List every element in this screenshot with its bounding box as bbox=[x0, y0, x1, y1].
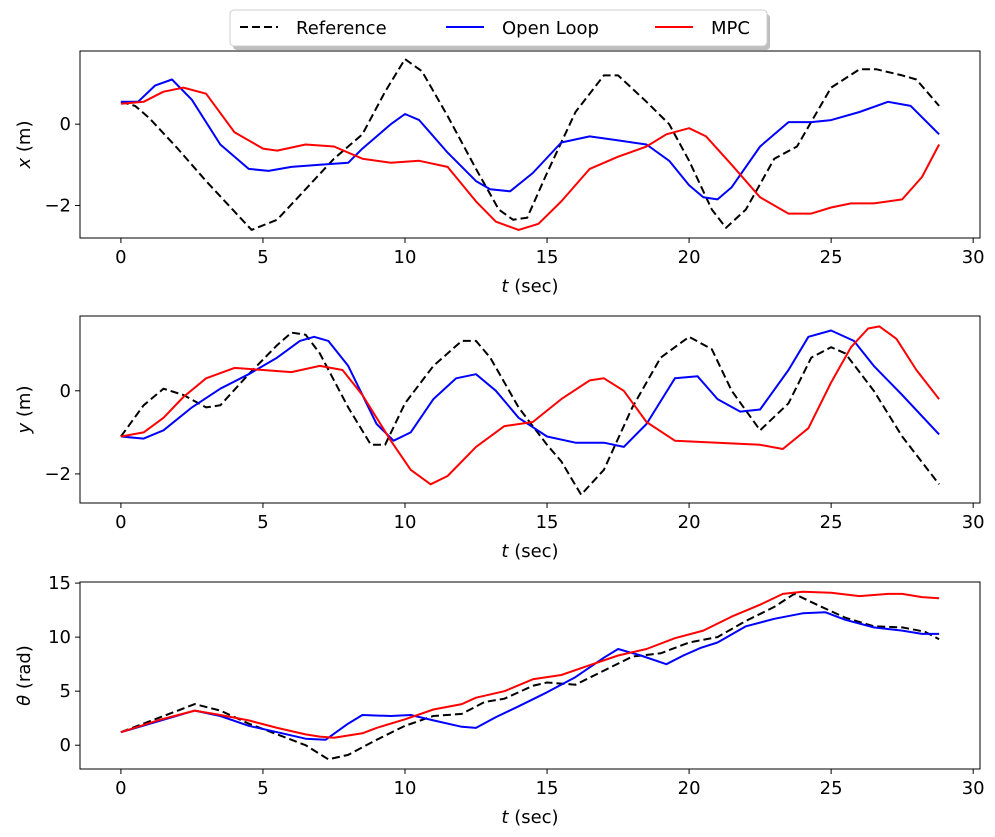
y-axis-label: y (m) bbox=[14, 386, 35, 435]
legend: Reference Open Loop MPC bbox=[229, 9, 770, 50]
x-tick-label: 10 bbox=[394, 247, 417, 268]
y-tick-label: 10 bbox=[48, 627, 71, 648]
y-tick-label: 0 bbox=[60, 381, 71, 402]
x-tick-label: 30 bbox=[962, 512, 985, 533]
subplot-2: 0 5 10 15 20 25 30 −2 0 t (sec) y (m) bbox=[14, 315, 985, 562]
y-tick-label: 5 bbox=[60, 681, 71, 702]
series-line-open-loop bbox=[120, 78, 940, 201]
x-tick-label: 20 bbox=[678, 778, 701, 799]
x-tick-label: 20 bbox=[678, 512, 701, 533]
series-line-reference bbox=[120, 592, 940, 761]
x-tick-label: 0 bbox=[115, 512, 126, 533]
y-tick-label: −2 bbox=[44, 195, 71, 216]
x-tick-label: 10 bbox=[394, 512, 417, 533]
x-axis-label: t (sec) bbox=[501, 276, 558, 297]
x-tick-label: 10 bbox=[394, 778, 417, 799]
y-tick-label: 15 bbox=[48, 573, 71, 594]
x-tick-label: 15 bbox=[536, 247, 559, 268]
series-line-reference bbox=[120, 58, 940, 231]
subplot-3: 0 5 10 15 20 25 30 0 5 10 15 t (sec) θ (rad) bbox=[14, 573, 985, 828]
y-tick-label: 0 bbox=[60, 114, 71, 135]
legend-label: MPC bbox=[711, 18, 750, 39]
series-line-reference bbox=[120, 331, 940, 496]
series-line-open-loop bbox=[120, 329, 940, 448]
y-axis-label: x (m) bbox=[14, 121, 35, 170]
x-tick-label: 25 bbox=[820, 247, 843, 268]
x-tick-label: 25 bbox=[820, 778, 843, 799]
series-line-mpc bbox=[120, 325, 940, 486]
x-axis-label: t (sec) bbox=[501, 541, 558, 562]
axes-frame bbox=[79, 50, 981, 239]
series-line-mpc bbox=[120, 590, 940, 739]
x-axis-label: t (sec) bbox=[501, 807, 558, 828]
x-tick-label: 25 bbox=[820, 512, 843, 533]
x-tick-label: 5 bbox=[257, 512, 268, 533]
series-line-mpc bbox=[120, 86, 940, 231]
x-tick-label: 30 bbox=[962, 778, 985, 799]
y-axis-label: θ (rad) bbox=[14, 645, 35, 706]
x-tick-label: 15 bbox=[536, 778, 559, 799]
axes-frame bbox=[79, 315, 981, 504]
subplot-1: 0 5 10 15 20 25 30 −2 0 t (sec) x (m) bbox=[14, 50, 985, 297]
y-tick-label: −2 bbox=[44, 464, 71, 485]
legend-label: Reference bbox=[296, 18, 387, 39]
x-tick-label: 30 bbox=[962, 247, 985, 268]
x-tick-label: 20 bbox=[678, 247, 701, 268]
x-tick-label: 5 bbox=[257, 778, 268, 799]
x-tick-label: 15 bbox=[536, 512, 559, 533]
x-tick-label: 5 bbox=[257, 247, 268, 268]
y-tick-label: 0 bbox=[60, 735, 71, 756]
axes-frame bbox=[79, 581, 981, 770]
series-line-open-loop bbox=[120, 611, 940, 741]
legend-box bbox=[229, 9, 768, 47]
x-tick-label: 0 bbox=[115, 247, 126, 268]
legend-label: Open Loop bbox=[502, 18, 599, 39]
x-tick-label: 0 bbox=[115, 778, 126, 799]
